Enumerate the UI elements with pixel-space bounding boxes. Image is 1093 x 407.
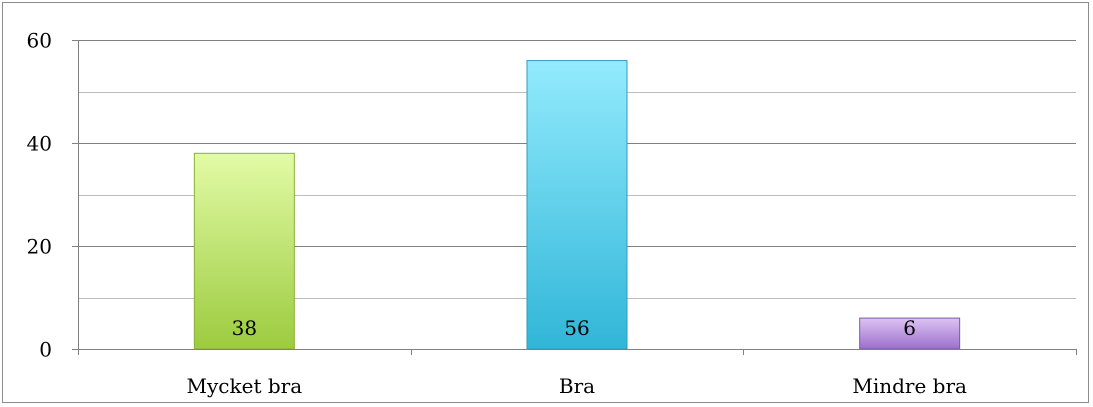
y-tick-label: 40 bbox=[27, 132, 52, 156]
y-tick-label: 20 bbox=[27, 235, 52, 259]
labels: 38 Mycket bra 56 Bra 6 Mindre bra 0 20 40 60 bbox=[27, 29, 967, 399]
y-tick-label: 0 bbox=[39, 338, 52, 362]
axes bbox=[72, 40, 1077, 355]
data-label: 56 bbox=[564, 316, 589, 340]
x-tick-label: Mindre bra bbox=[852, 374, 967, 398]
bar-bra bbox=[526, 60, 628, 350]
data-label: 6 bbox=[903, 316, 916, 340]
bar-chart: 38 Mycket bra 56 Bra 6 Mindre bra 0 20 40 60 bbox=[27, 29, 1077, 399]
x-tick-label: Bra bbox=[559, 374, 595, 398]
bar-mindre-bra bbox=[859, 317, 961, 350]
x-tick-label: Mycket bra bbox=[187, 374, 303, 398]
bars bbox=[193, 60, 961, 350]
data-label: 38 bbox=[232, 316, 257, 340]
chart-frame: 38 Mycket bra 56 Bra 6 Mindre bra 0 20 40 60 bbox=[2, 2, 1089, 403]
y-tick-label: 60 bbox=[27, 29, 52, 53]
